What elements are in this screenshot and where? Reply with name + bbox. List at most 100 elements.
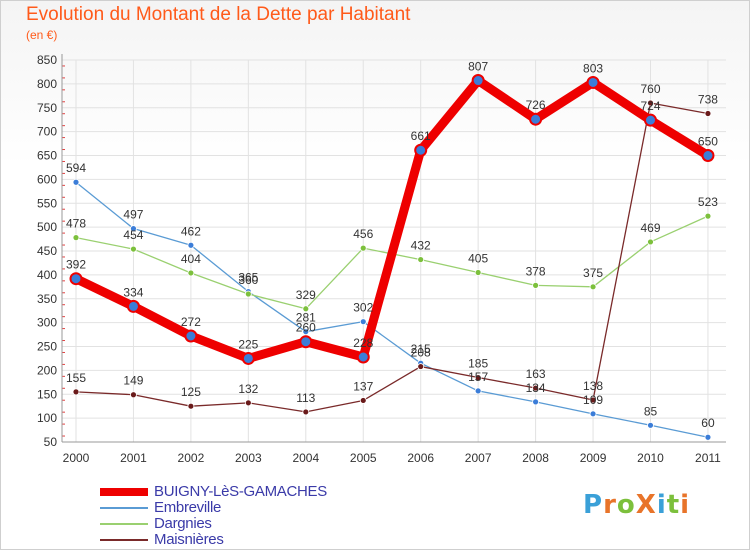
data-label: 650 xyxy=(698,135,718,149)
data-label: 807 xyxy=(468,60,488,74)
data-label: 478 xyxy=(66,217,86,231)
legend-label-dargnies: Dargnies xyxy=(154,515,212,532)
y-tick-label: 350 xyxy=(37,292,57,306)
legend-swatch-dargnies xyxy=(100,523,148,525)
data-label: 334 xyxy=(123,285,143,299)
data-point xyxy=(359,318,367,326)
data-label: 157 xyxy=(468,370,488,384)
y-tick-label: 650 xyxy=(37,149,57,163)
data-point xyxy=(701,149,715,162)
data-point xyxy=(72,388,80,396)
legend-label-maisnieres: Maisnières xyxy=(154,531,224,548)
x-tick-label: 2002 xyxy=(178,451,205,465)
data-label: 738 xyxy=(698,92,718,106)
data-point xyxy=(187,402,195,410)
legend-label-embreville: Embreville xyxy=(154,499,222,516)
legend-label-buigny: BUIGNY-LèS-GAMACHES xyxy=(154,483,327,500)
series-line-0 xyxy=(74,76,711,363)
data-label: 132 xyxy=(238,382,258,396)
data-point xyxy=(589,283,597,291)
data-label: 456 xyxy=(353,227,373,241)
data-label: 60 xyxy=(701,416,715,430)
data-point xyxy=(302,305,310,313)
data-point xyxy=(644,113,657,127)
legend-swatch-embreville xyxy=(100,507,148,509)
data-label: 523 xyxy=(698,195,718,209)
data-point xyxy=(471,74,485,88)
series-line-1 xyxy=(75,181,709,438)
y-tick-label: 500 xyxy=(37,220,57,234)
data-label: 378 xyxy=(526,264,546,278)
data-point xyxy=(359,244,367,252)
data-point xyxy=(414,143,428,157)
data-label: 365 xyxy=(238,271,258,285)
logo-letter: i xyxy=(656,490,667,520)
data-label: 228 xyxy=(353,336,373,350)
data-label: 138 xyxy=(583,379,603,393)
data-point xyxy=(244,290,252,298)
data-point xyxy=(647,238,654,246)
legend-swatch-buigny xyxy=(100,488,148,496)
data-label: 432 xyxy=(411,239,431,253)
data-label: 109 xyxy=(583,393,603,407)
y-tick-label: 550 xyxy=(37,196,57,210)
data-label: 85 xyxy=(644,404,658,418)
data-label: 760 xyxy=(640,82,660,96)
data-label: 272 xyxy=(181,315,201,329)
data-point xyxy=(704,433,712,441)
y-tick-label: 50 xyxy=(44,435,58,449)
data-label: 215 xyxy=(411,342,431,356)
x-tick-label: 2005 xyxy=(350,451,377,465)
data-point xyxy=(532,398,539,406)
y-tick-label: 600 xyxy=(37,172,57,186)
data-point xyxy=(187,241,195,249)
data-point xyxy=(704,110,712,117)
data-point xyxy=(704,212,712,220)
data-point xyxy=(532,384,539,392)
logo-letter: r xyxy=(603,490,617,520)
logo-letter: o xyxy=(616,490,636,520)
data-label: 137 xyxy=(353,379,373,393)
data-point xyxy=(72,178,80,186)
logo-letter: t xyxy=(666,490,681,520)
data-label: 134 xyxy=(526,381,546,395)
series-line-3 xyxy=(75,102,709,413)
data-point xyxy=(69,272,83,286)
data-point xyxy=(589,410,597,418)
data-label: 594 xyxy=(66,161,86,175)
logo-letter: i xyxy=(680,490,691,520)
data-label: 661 xyxy=(411,129,431,143)
chart-unit: (en €) xyxy=(26,28,58,42)
x-tick-label: 2004 xyxy=(292,451,319,465)
data-point xyxy=(474,374,482,381)
data-point xyxy=(241,351,255,365)
legend-swatch-maisnieres xyxy=(100,539,148,541)
data-point xyxy=(130,225,137,232)
x-tick-label: 2009 xyxy=(580,451,607,465)
data-label: 404 xyxy=(181,252,201,266)
data-label: 149 xyxy=(123,374,143,388)
data-point xyxy=(474,387,482,395)
data-point xyxy=(474,269,482,276)
data-label: 225 xyxy=(238,337,258,351)
data-point xyxy=(647,99,654,107)
data-point xyxy=(130,391,137,399)
data-label: 281 xyxy=(296,311,316,325)
chart-title: Evolution du Montant de la Dette par Hab… xyxy=(26,4,411,25)
y-tick-label: 750 xyxy=(37,101,57,115)
data-label: 392 xyxy=(66,258,86,272)
data-point xyxy=(72,234,80,242)
data-label: 462 xyxy=(181,224,201,238)
logo-letter: X xyxy=(635,490,657,520)
data-point xyxy=(302,408,310,416)
data-label: 375 xyxy=(583,266,603,280)
y-tick-label: 200 xyxy=(37,363,57,377)
data-point xyxy=(299,335,313,349)
x-tick-label: 2011 xyxy=(695,451,721,465)
data-point xyxy=(417,256,425,263)
data-label: 260 xyxy=(296,321,316,335)
data-point xyxy=(126,299,140,313)
logo-letter: P xyxy=(583,490,604,520)
data-point xyxy=(417,363,425,370)
